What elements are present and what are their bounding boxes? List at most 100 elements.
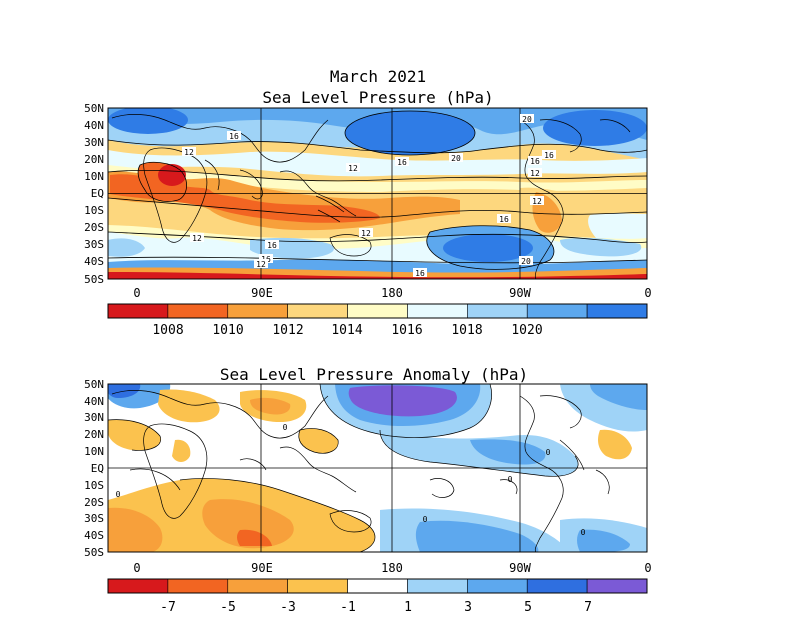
contour-label: 20 bbox=[519, 256, 533, 266]
contour-label: 16 bbox=[227, 131, 241, 141]
svg-text:12: 12 bbox=[532, 197, 542, 206]
svg-text:12: 12 bbox=[256, 260, 266, 269]
colorbar-label: -7 bbox=[160, 600, 176, 615]
map-title: March 2021 bbox=[330, 67, 426, 86]
lat-label: EQ bbox=[91, 187, 104, 200]
colorbar-swatch bbox=[107, 303, 169, 319]
lat-label: 40N bbox=[84, 119, 104, 132]
lon-label: 0 bbox=[644, 286, 651, 300]
lat-label: 10S bbox=[84, 204, 104, 217]
contour-label: 12 bbox=[190, 233, 204, 243]
contour-label: 12 bbox=[346, 163, 360, 173]
colorbar-label: 1016 bbox=[391, 323, 422, 338]
colorbar-swatch bbox=[227, 578, 288, 594]
anomaly-north-pacific-max bbox=[348, 385, 457, 417]
contour-label: 12 bbox=[359, 228, 373, 238]
lon-label: 90E bbox=[251, 561, 273, 575]
colorbar-swatch bbox=[227, 303, 288, 319]
lon-label: 0 bbox=[133, 286, 140, 300]
lon-label: 0 bbox=[644, 561, 651, 575]
lon-axis-bottom: 0 90E 180 90W 0 bbox=[133, 561, 651, 575]
contour-label: 12 bbox=[182, 147, 196, 157]
colorbar-swatch bbox=[586, 578, 648, 594]
lat-label: 10S bbox=[84, 479, 104, 492]
colorbar-swatch bbox=[287, 303, 348, 319]
svg-text:20: 20 bbox=[451, 154, 461, 163]
colorbar-swatch bbox=[287, 578, 348, 594]
contour-label: 16 bbox=[413, 268, 427, 278]
contour-label: 16 bbox=[395, 157, 409, 167]
colorbar-swatch bbox=[407, 578, 468, 594]
svg-text:16: 16 bbox=[397, 158, 407, 167]
lat-label: 40S bbox=[84, 255, 104, 268]
lat-label: 50N bbox=[84, 378, 104, 391]
colorbar-label: 1014 bbox=[331, 323, 362, 338]
contour-label: 0 bbox=[508, 475, 513, 484]
lat-label: 40S bbox=[84, 529, 104, 542]
svg-text:12: 12 bbox=[530, 169, 540, 178]
contour-label: 0 bbox=[283, 423, 288, 432]
contour-label: 12 bbox=[254, 259, 268, 269]
lat-label: 20N bbox=[84, 428, 104, 441]
lon-label: 180 bbox=[381, 286, 403, 300]
svg-text:16: 16 bbox=[499, 215, 509, 224]
colorbar-label: -1 bbox=[340, 600, 356, 615]
coastlines-bottom bbox=[111, 390, 582, 552]
colorbar-swatch bbox=[526, 578, 588, 594]
contour-label: 12 bbox=[528, 168, 542, 178]
svg-text:12: 12 bbox=[184, 148, 194, 157]
svg-text:16: 16 bbox=[544, 151, 554, 160]
lat-label: 10N bbox=[84, 170, 104, 183]
colorbar-label: 1020 bbox=[511, 323, 542, 338]
colorbar-label: 1 bbox=[404, 600, 412, 615]
lat-label: 20S bbox=[84, 221, 104, 234]
colorbar-swatch bbox=[586, 303, 648, 319]
contour-label: 20 bbox=[520, 114, 534, 124]
colorbar-swatch bbox=[167, 303, 229, 319]
lat-label: 30S bbox=[84, 238, 104, 251]
colorbar-swatch bbox=[347, 303, 408, 319]
lat-label: 40N bbox=[84, 395, 104, 408]
colorbar-label: 7 bbox=[584, 600, 592, 615]
lat-label: 50N bbox=[84, 102, 104, 115]
lat-label: 30N bbox=[84, 411, 104, 424]
lat-axis-top: 50N 40N 30N 20N 10N EQ 10S 20S 30S 40S 5… bbox=[84, 102, 104, 286]
svg-text:20: 20 bbox=[521, 257, 531, 266]
colorbar-label: 3 bbox=[464, 600, 472, 615]
colorbar-swatch bbox=[467, 303, 528, 319]
colorbar-label: 1018 bbox=[451, 323, 482, 338]
lon-label: 90W bbox=[509, 561, 531, 575]
lat-label: 20S bbox=[84, 496, 104, 509]
svg-text:12: 12 bbox=[192, 234, 202, 243]
contour-labels-top: 16 12 16 20 12 16 20 16 12 12 16 12 12 1… bbox=[182, 114, 556, 278]
lat-label: EQ bbox=[91, 462, 104, 475]
contour-label: 12 bbox=[530, 196, 544, 206]
contour-label: 16 bbox=[265, 240, 279, 250]
colorbar-swatch bbox=[347, 578, 408, 594]
contour-label: 16 bbox=[542, 150, 556, 160]
lon-label: 90W bbox=[509, 286, 531, 300]
contour-labels-bottom: 0 0 0 0 0 0 bbox=[116, 423, 586, 537]
lat-label: 50S bbox=[84, 546, 104, 559]
colorbar-swatch bbox=[167, 578, 229, 594]
svg-text:16: 16 bbox=[530, 157, 540, 166]
colorbar-label: -3 bbox=[280, 600, 296, 615]
contour-label: 0 bbox=[116, 490, 121, 499]
colorbar-top: 1008 1010 1012 1014 1016 1018 1020 bbox=[107, 303, 648, 338]
svg-text:16: 16 bbox=[267, 241, 277, 250]
lon-label: 90E bbox=[251, 286, 273, 300]
svg-text:16: 16 bbox=[229, 132, 239, 141]
contour-label: 0 bbox=[423, 515, 428, 524]
colorbar-swatch bbox=[107, 578, 169, 594]
svg-text:12: 12 bbox=[361, 229, 371, 238]
slp-anomaly-map bbox=[108, 384, 647, 552]
map-subtitle: Sea Level Pressure (hPa) bbox=[262, 88, 493, 107]
contour-label: 0 bbox=[581, 528, 586, 537]
contour-label: 20 bbox=[449, 153, 463, 163]
lat-label: 20N bbox=[84, 153, 104, 166]
lon-label: 180 bbox=[381, 561, 403, 575]
lat-label: 30S bbox=[84, 512, 104, 525]
colorbar-label: 1008 bbox=[152, 323, 183, 338]
svg-text:16: 16 bbox=[415, 269, 425, 278]
